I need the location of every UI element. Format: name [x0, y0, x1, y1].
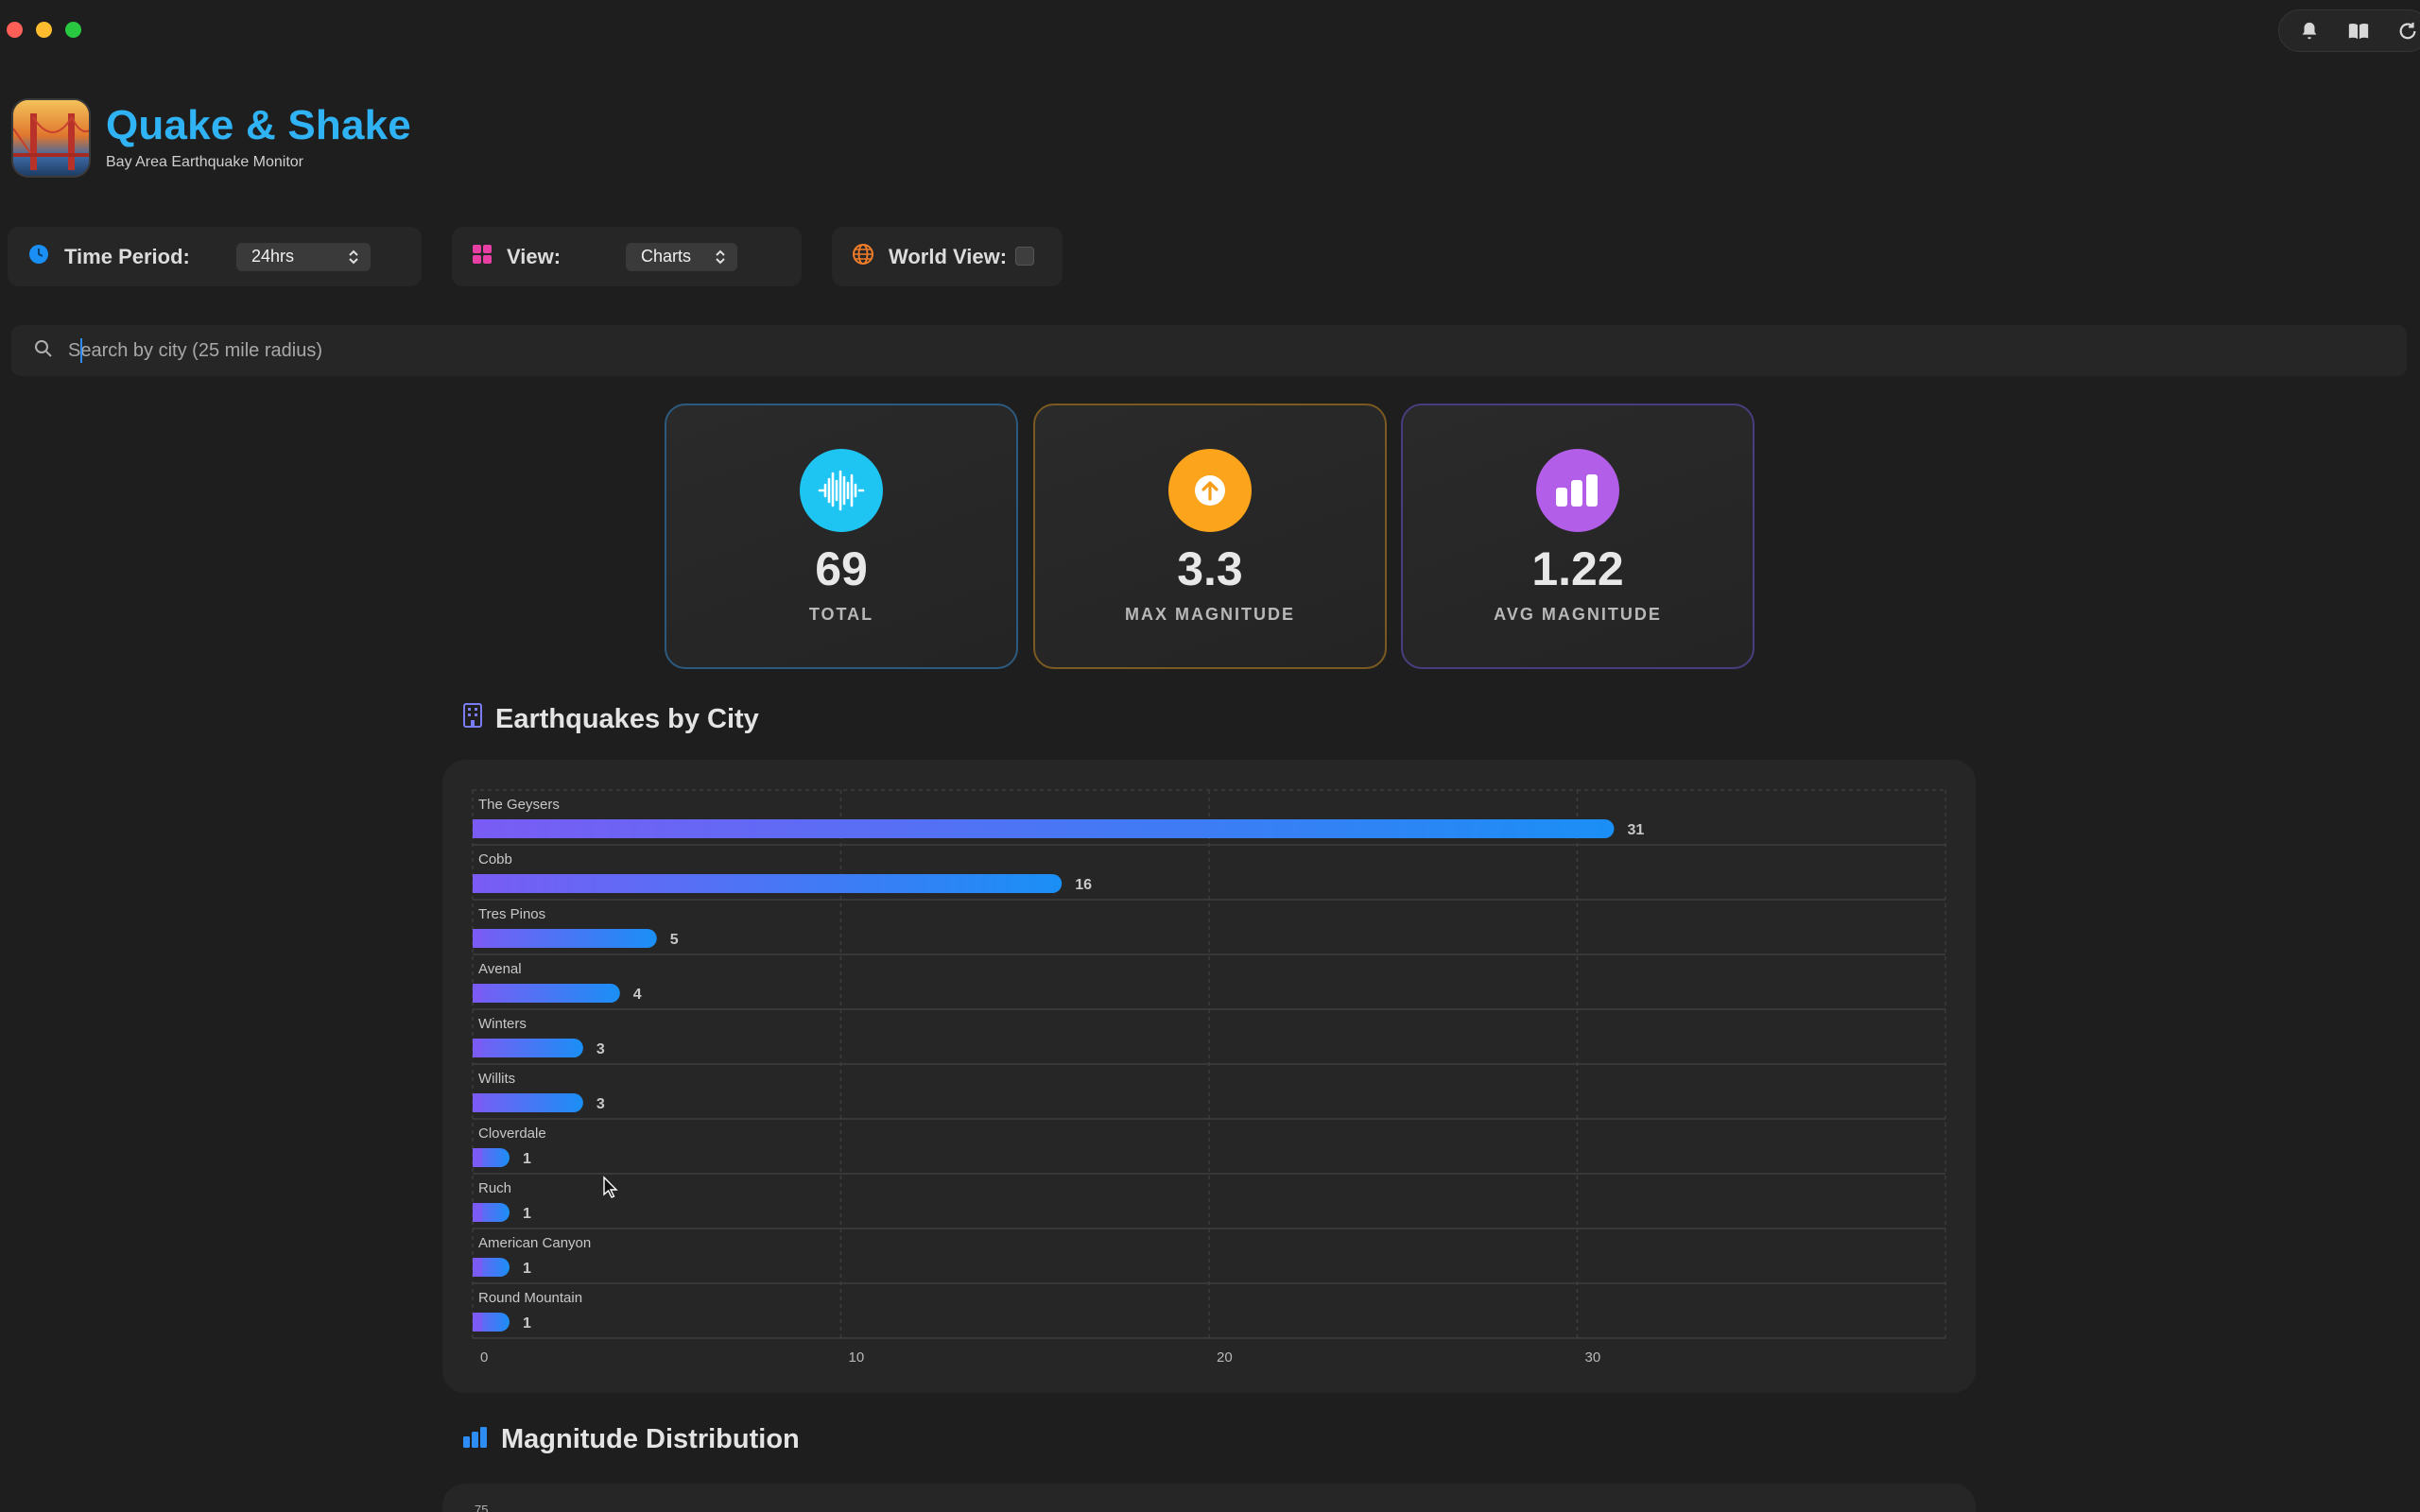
globe-icon	[853, 244, 873, 269]
section-title-by-city: Earthquakes by City	[463, 703, 759, 735]
bar-value-label: 31	[1627, 822, 1644, 838]
mouse-cursor-icon	[603, 1176, 618, 1198]
close-window-button[interactable]	[7, 22, 23, 38]
bar-left-edge	[473, 1148, 482, 1167]
city-chart-panel: The Geysers 31 Cobb 16 Tres Pinos 5 Avenal 4 Win…	[442, 760, 1976, 1393]
bar-left-edge	[473, 1203, 482, 1222]
section-title-magnitude: Magnitude Distribution	[463, 1424, 800, 1455]
bar-category-label: Winters	[478, 1016, 527, 1032]
bar-left-edge	[473, 1039, 482, 1057]
search-icon	[34, 339, 53, 363]
bar-value-label: 16	[1075, 877, 1092, 893]
x-tick-label: 10	[849, 1349, 865, 1366]
search-input[interactable]	[68, 339, 1202, 362]
stat-card-avg-magnitude: 1.22 AVG MAGNITUDE	[1401, 404, 1754, 669]
stat-value: 69	[815, 542, 868, 595]
refresh-icon[interactable]	[2396, 20, 2419, 43]
text-caret	[80, 338, 82, 363]
world-view-checkbox[interactable]	[1015, 247, 1034, 266]
time-period-label: Time Period:	[64, 244, 190, 268]
bar[interactable]	[473, 929, 657, 948]
arrow-up-circle-icon	[1168, 449, 1252, 532]
clock-icon	[28, 244, 49, 269]
bar-value-label: 3	[596, 1041, 605, 1057]
bar-value-label: 1	[523, 1315, 531, 1332]
minimize-window-button[interactable]	[36, 22, 52, 38]
section-title-text: Magnitude Distribution	[501, 1424, 800, 1454]
chevron-updown-icon	[348, 249, 359, 270]
stat-card-total: 69 TOTAL	[665, 404, 1018, 669]
stat-label: TOTAL	[808, 605, 874, 624]
world-view-label: World View:	[889, 244, 1008, 268]
view-value: Charts	[641, 247, 692, 266]
book-icon[interactable]	[2347, 20, 2370, 43]
bar-category-label: Avenal	[478, 961, 522, 977]
bar[interactable]	[473, 1093, 583, 1112]
app-logo	[11, 98, 91, 178]
bar-left-edge	[473, 1093, 482, 1112]
window-controls	[7, 22, 81, 38]
app-header: Quake & Shake Bay Area Earthquake Monito…	[11, 98, 411, 178]
bar-category-label: The Geysers	[478, 797, 560, 813]
bar-value-label: 5	[670, 932, 679, 948]
stat-label: AVG MAGNITUDE	[1494, 605, 1662, 624]
building-icon	[463, 703, 482, 735]
bar-category-label: Cloverdale	[478, 1125, 546, 1142]
stat-value: 1.22	[1531, 542, 1624, 595]
time-period-value: 24hrs	[251, 247, 295, 266]
bar-left-edge	[473, 1258, 482, 1277]
bar-category-label: American Canyon	[478, 1235, 591, 1251]
bar[interactable]	[473, 874, 1063, 893]
waveform-icon	[800, 449, 883, 532]
bar-category-label: Tres Pinos	[478, 906, 545, 922]
toolbar	[2278, 9, 2420, 52]
bar-left-edge	[473, 874, 482, 893]
x-tick-label: 30	[1585, 1349, 1601, 1366]
app-subtitle: Bay Area Earthquake Monitor	[106, 154, 304, 170]
bar-value-label: 3	[596, 1096, 605, 1112]
stat-label: MAX MAGNITUDE	[1125, 605, 1295, 624]
bar-chart-icon	[1536, 449, 1619, 532]
search-bar	[11, 325, 2407, 376]
section-title-text: Earthquakes by City	[495, 703, 759, 734]
time-period-select[interactable]: 24hrs	[236, 242, 371, 271]
time-period-control: Time Period: 24hrs	[8, 227, 422, 286]
bar-left-edge	[473, 929, 482, 948]
bar[interactable]	[473, 984, 620, 1003]
bar-left-edge	[473, 984, 482, 1003]
bar-category-label: Cobb	[478, 851, 512, 868]
bar-value-label: 4	[633, 987, 642, 1003]
bar[interactable]	[473, 819, 1615, 838]
bar-left-edge	[473, 819, 482, 838]
bar-value-label: 1	[523, 1206, 531, 1222]
bell-icon[interactable]	[2298, 20, 2321, 43]
app-title: Quake & Shake	[106, 102, 411, 148]
magnitude-y-tick: 75	[475, 1503, 489, 1512]
bar-category-label: Willits	[478, 1071, 515, 1087]
view-select[interactable]: Charts	[626, 242, 737, 271]
bar-value-label: 1	[523, 1151, 531, 1167]
magnitude-chart-panel: 75	[442, 1484, 1976, 1512]
chevron-updown-icon	[715, 249, 726, 270]
x-tick-label: 20	[1217, 1349, 1233, 1366]
view-control: View: Charts	[452, 227, 802, 286]
world-view-control: World View:	[832, 227, 1063, 286]
grid-icon	[473, 245, 492, 268]
stat-value: 3.3	[1177, 542, 1243, 595]
x-tick-label: 0	[480, 1349, 488, 1366]
view-label: View:	[507, 244, 562, 268]
bar-category-label: Ruch	[478, 1180, 511, 1196]
bar[interactable]	[473, 1039, 583, 1057]
bar-left-edge	[473, 1313, 482, 1332]
bar-category-label: Round Mountain	[478, 1290, 582, 1306]
stat-card-max-magnitude: 3.3 MAX MAGNITUDE	[1033, 404, 1387, 669]
bar-value-label: 1	[523, 1261, 531, 1277]
bar-chart-icon	[463, 1424, 488, 1455]
maximize-window-button[interactable]	[65, 22, 81, 38]
